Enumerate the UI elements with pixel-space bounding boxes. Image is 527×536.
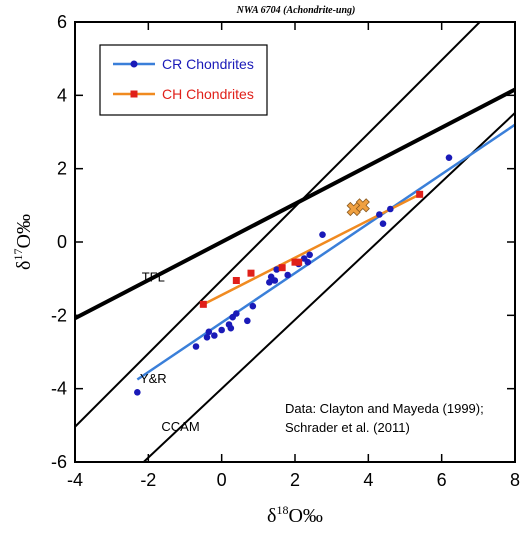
reference-line-labels: TFL Y&R CCAM: [140, 270, 200, 434]
data-point-cr: [379, 220, 387, 227]
y-tick-label: 4: [57, 85, 67, 105]
data-point-cr: [134, 389, 141, 396]
fit-line-1: [202, 193, 421, 306]
data-point-cr: [319, 231, 326, 238]
data-point-nwa: [355, 198, 370, 213]
x-tick-label: 0: [217, 470, 227, 490]
x-tick-label: 4: [363, 470, 373, 490]
data-point-cr: [266, 279, 273, 286]
data-source-note-2: Schrader et al. (2011): [285, 420, 410, 435]
y-tick-label: -4: [51, 379, 67, 399]
x-tick-label: 8: [510, 470, 520, 490]
legend-entry-cr: CR Chondrites: [113, 56, 254, 72]
x-axis-label: δ18O‰: [267, 503, 323, 527]
legend-entry-ch: CH Chondrites: [113, 86, 254, 102]
reference-line-ccam: [142, 111, 515, 462]
data-point-cr: [203, 334, 211, 341]
x-tick-label: 2: [290, 470, 300, 490]
data-points: [134, 154, 453, 396]
data-point-cr: [271, 277, 279, 284]
data-source-note-1: Data: Clayton and Mayeda (1999);: [285, 401, 484, 416]
x-tick-label: 6: [437, 470, 447, 490]
y-tick-label: 2: [57, 159, 67, 179]
data-point-cr: [273, 266, 280, 273]
data-point-ch: [199, 300, 207, 308]
y-tick-label: -6: [51, 452, 67, 472]
data-point-cr: [205, 328, 213, 336]
data-point-cr: [284, 271, 291, 279]
data-point-cr: [192, 343, 200, 350]
legend-label-ch: CH Chondrites: [162, 86, 254, 102]
data-point-ch: [295, 258, 303, 266]
data-point-cr: [376, 211, 383, 218]
reference-line-tfl: [75, 87, 515, 321]
x-axis-ticks: -4 -2 0 2 4 6 8: [67, 22, 520, 490]
data-point-cr: [387, 205, 394, 213]
x-tick-label: -2: [140, 470, 156, 490]
reference-label-tfl: TFL: [142, 270, 165, 285]
data-point-cr: [227, 324, 235, 332]
legend: CR Chondrites CH Chondrites: [99, 44, 268, 116]
legend-box: [99, 44, 268, 116]
y-axis-label: δ17O‰: [11, 214, 35, 270]
fit-line-0: [136, 123, 515, 381]
reference-line-yr: [75, 22, 482, 429]
y-axis-ticks: -6 -4 -2 0 2 4 6: [51, 12, 515, 472]
data-point-cr: [306, 251, 313, 259]
chart-title: NWA 6704 (Achondrite-ung): [236, 5, 356, 16]
reference-label-yr: Y&R: [140, 371, 167, 386]
data-point-cr: [211, 332, 218, 339]
data-point-nwa: [346, 201, 361, 217]
fit-lines: [136, 123, 515, 381]
data-point-cr: [218, 326, 225, 334]
y-tick-label: -2: [51, 305, 67, 325]
x-tick-label: -4: [67, 470, 83, 490]
data-point-cr: [249, 302, 257, 310]
data-point-ch: [278, 264, 286, 272]
data-point-ch: [291, 258, 299, 266]
data-point-ch: [232, 277, 240, 284]
y-tick-label: 0: [57, 232, 67, 252]
data-point-ch: [416, 190, 424, 198]
data-point-cr: [244, 317, 251, 325]
y-tick-label: 6: [57, 12, 67, 32]
data-point-cr: [233, 310, 240, 317]
legend-label-cr: CR Chondrites: [162, 56, 254, 72]
reference-label-ccam: CCAM: [161, 419, 199, 434]
data-point-cr: [445, 154, 453, 161]
data-point-cr: [304, 258, 312, 266]
data-point-ch: [247, 269, 255, 277]
